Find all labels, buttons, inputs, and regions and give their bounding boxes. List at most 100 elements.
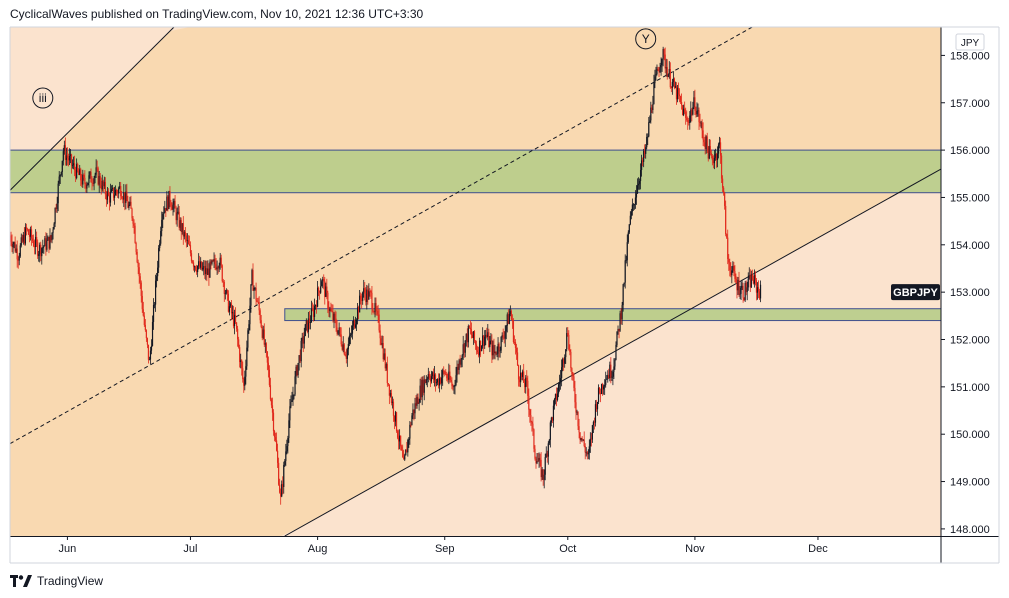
candle-body-143 [156,276,158,281]
candle-body-20 [29,229,32,237]
candle-body-116 [128,204,130,208]
candle-body-34 [44,238,46,247]
candle-body-522 [544,457,546,475]
candle-body-648 [673,78,676,88]
candle-body-524 [546,453,548,457]
candle-body-3 [12,243,14,248]
candle-body-135 [147,344,150,360]
candle-body-140 [152,304,155,322]
candle-body-93 [104,181,106,195]
candle-body-195 [209,261,211,278]
candle-body-457 [477,352,480,356]
candle-body-279 [295,366,297,377]
candle-body-614 [638,181,641,184]
candle-body-705 [732,265,734,271]
candle-body-719 [746,287,748,293]
candle-body-124 [136,251,138,263]
candle-body-125 [137,262,139,268]
candle-body-357 [375,303,377,311]
candle-body-217 [231,312,234,314]
candle-body-132 [144,324,146,331]
candle-body-723 [750,274,752,288]
candle-body-610 [634,197,637,205]
candle-body-85 [96,167,98,169]
candle-body-413 [432,372,435,380]
candle-body-451 [471,334,474,338]
candle-body-378 [396,431,399,438]
candle-body-162 [175,208,177,221]
y-tick-label-9: 157.000 [950,98,990,110]
candle-body-4 [13,242,15,244]
candle-body-209 [223,282,225,294]
trendline-2 [10,27,753,445]
candle-body-257 [272,412,275,432]
candle-body-218 [232,312,235,327]
candle-body-492 [513,341,516,343]
candle-body-373 [391,401,394,403]
candle-body-563 [586,451,588,455]
candle-body-576 [599,392,602,395]
candle-body-292 [308,318,310,324]
candle-body-183 [197,265,199,273]
candle-body-231 [246,347,248,367]
candle-body-149 [162,214,164,220]
candle-body-691 [717,144,720,154]
candle-body-568 [591,425,593,440]
candle-body-420 [440,378,442,384]
candle-body-560 [583,439,585,446]
candle-body-220 [234,315,237,323]
candle-body-87 [98,175,100,185]
candle-body-256 [271,405,274,413]
candle-body-444 [464,340,466,353]
candle-body-657 [683,108,685,116]
candle-body-122 [134,225,136,243]
candle-body-181 [194,266,197,270]
candle-body-582 [606,378,608,380]
candle-body-60 [70,154,73,166]
candle-body-53 [63,145,65,152]
candle-body-537 [560,378,562,383]
candle-body-298 [314,305,317,307]
candle-body-498 [520,372,522,383]
candle-body-191 [205,268,207,275]
candle-body-478 [499,350,501,352]
candle-body-341 [359,295,361,313]
candle-body-476 [497,343,499,354]
candle-body-16 [25,227,28,229]
candle-body-184 [198,261,200,266]
candle-body-17 [26,228,29,230]
candle-body-390 [409,424,411,439]
candle-body-6 [15,248,17,252]
price-axis[interactable]: JPY 148.000 149.000 150.000 151.000 152.000 15… [891,33,990,536]
candle-body-651 [676,87,679,100]
candle-body-509 [531,422,533,424]
candle-body-618 [643,150,645,162]
candle-body-224 [239,347,241,363]
y-tick-label-7: 155.000 [950,192,990,204]
candle-body-67 [78,170,80,175]
candle-body-227 [242,368,244,380]
candle-body-240 [255,287,257,301]
candle-body-460 [481,345,483,351]
candle-body-366 [384,353,386,369]
candle-body-731 [758,291,761,299]
candle-body-554 [577,411,579,427]
candle-body-112 [124,192,126,203]
candle-body-286 [302,337,304,344]
candle-body-501 [523,371,525,383]
candle-body-620 [645,147,647,154]
candle-body-91 [102,180,104,187]
candle-body-193 [207,268,209,275]
candle-body-397 [416,397,418,406]
time-axis[interactable]: Jun Jul Aug Sep Oct Nov Dec [59,536,829,555]
candle-body-281 [297,363,299,376]
candle-body-683 [709,146,711,154]
candle-body-388 [407,439,409,453]
candle-body-714 [741,285,743,288]
candle-body-517 [539,457,541,460]
candle-body-284 [300,341,302,362]
candle-body-252 [267,362,269,370]
candle-body-74 [85,183,87,189]
candle-body-655 [680,101,683,106]
